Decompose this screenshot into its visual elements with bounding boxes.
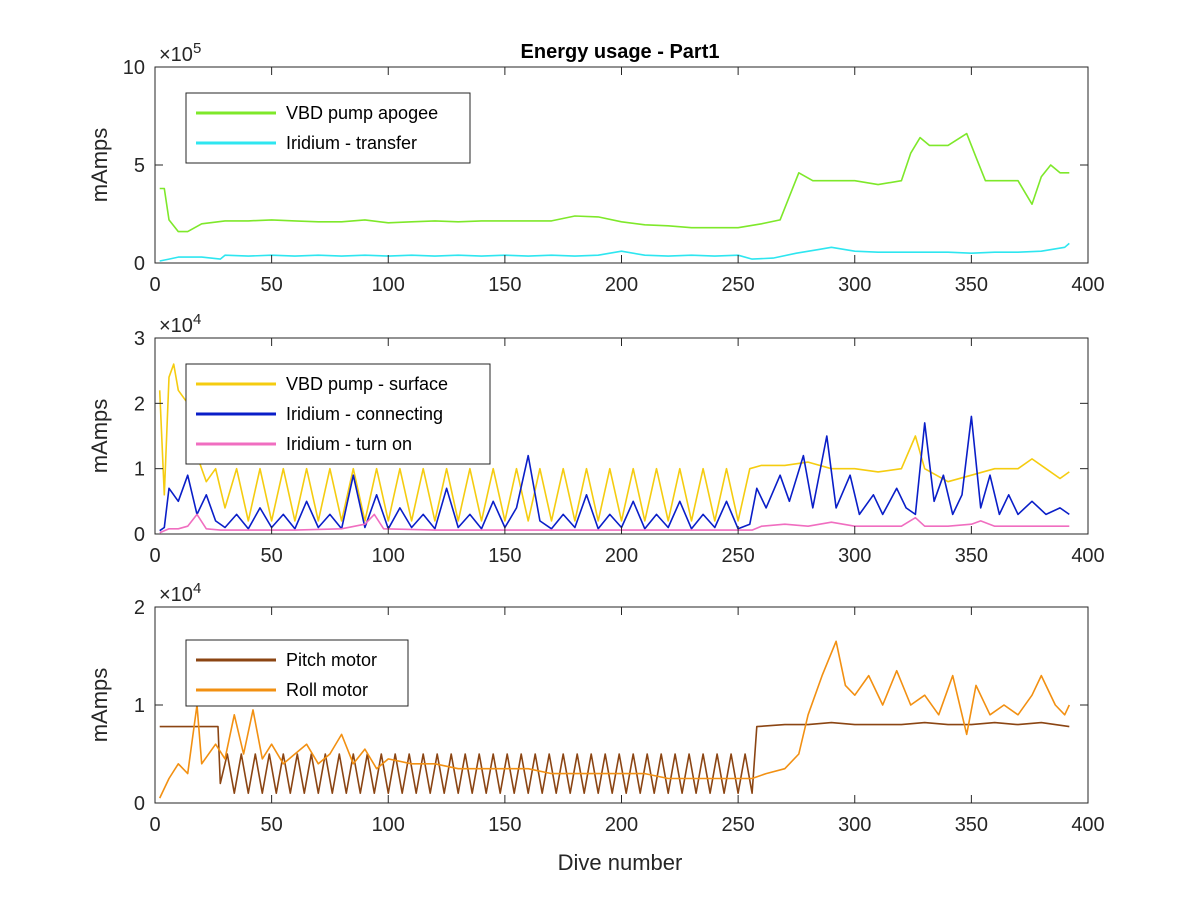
subplot-3: 0 50 100 150 200 250 300 350 400012×104mAmpsPitc… xyxy=(87,580,1105,836)
legend: Pitch motor Roll motor xyxy=(185,639,409,707)
y-tick-label: 3 xyxy=(134,328,145,350)
x-tick-label: 400 xyxy=(1071,545,1104,567)
series-line-1 xyxy=(159,132,1070,233)
x-tick-label: 250 xyxy=(721,814,754,836)
x-tick-label: 0 xyxy=(149,814,160,836)
y-axis-label: mAmps xyxy=(87,668,112,743)
x-tick-label: 350 xyxy=(955,814,988,836)
series-line-1 xyxy=(159,721,1070,794)
y-tick-label: 1 xyxy=(134,459,145,481)
y-tick-label: 0 xyxy=(134,253,145,275)
x-tick-label: 50 xyxy=(261,814,283,836)
x-tick-label: 350 xyxy=(955,274,988,296)
y-tick-label: 1 xyxy=(134,695,145,717)
x-tick-label: 300 xyxy=(838,274,871,296)
x-tick-label: 0 xyxy=(149,274,160,296)
series-line-2 xyxy=(159,415,1070,532)
y-exponent-power: 4 xyxy=(193,311,201,328)
x-tick-label: 250 xyxy=(721,274,754,296)
legend-entry-1: Pitch motor xyxy=(286,650,377,670)
x-tick-label: 250 xyxy=(721,545,754,567)
legend-entry-1: VBD pump apogee xyxy=(286,103,438,123)
legend: VBD pump apogee Iridium - transfer xyxy=(185,92,471,164)
x-tick-label: 200 xyxy=(605,545,638,567)
series-line-2 xyxy=(159,242,1070,262)
x-tick-label: 150 xyxy=(488,545,521,567)
y-tick-label: 0 xyxy=(134,793,145,815)
x-tick-label: 200 xyxy=(605,274,638,296)
x-tick-label: 400 xyxy=(1071,814,1104,836)
legend-entry-2: Roll motor xyxy=(286,680,368,700)
legend-entry-3: Iridium - turn on xyxy=(286,434,412,454)
subplot-2: 0 50 100 150 200 250 300 350 4000123×104mAmpsVBD… xyxy=(87,311,1105,567)
x-tick-label: 100 xyxy=(372,814,405,836)
legend: VBD pump - surface Iridium - connecting Ir… xyxy=(185,363,491,465)
x-tick-label: 400 xyxy=(1071,274,1104,296)
y-axis-label: mAmps xyxy=(87,128,112,203)
y-tick-label: 10 xyxy=(123,57,145,79)
y-exponent-power: 4 xyxy=(193,580,201,597)
series-line-3 xyxy=(159,513,1070,534)
legend-entry-2: Iridium - connecting xyxy=(286,404,443,424)
legend-box xyxy=(185,639,409,707)
x-tick-label: 0 xyxy=(149,545,160,567)
legend-box xyxy=(185,92,471,164)
y-axis-label: mAmps xyxy=(87,399,112,474)
subplot-1: 0 50 100 150 200 250 300 350 4000510×105mAmpsVBD… xyxy=(87,40,1105,296)
x-tick-label: 350 xyxy=(955,545,988,567)
y-tick-label: 5 xyxy=(134,155,145,177)
x-tick-label: 150 xyxy=(488,814,521,836)
x-tick-label: 300 xyxy=(838,545,871,567)
series-line-2 xyxy=(158,640,1071,799)
x-tick-label: 100 xyxy=(372,274,405,296)
y-exponent-power: 5 xyxy=(193,40,201,57)
y-tick-label: 0 xyxy=(134,524,145,546)
legend-entry-2: Iridium - transfer xyxy=(286,133,417,153)
chart-title: Energy usage - Part1 xyxy=(521,41,720,63)
y-tick-label: 2 xyxy=(134,597,145,619)
x-tick-label: 200 xyxy=(605,814,638,836)
y-tick-label: 2 xyxy=(134,393,145,415)
x-tick-label: 150 xyxy=(488,274,521,296)
x-axis-label: Dive number xyxy=(558,850,683,875)
legend-entry-1: VBD pump - surface xyxy=(286,374,448,394)
x-tick-label: 300 xyxy=(838,814,871,836)
x-tick-label: 50 xyxy=(261,545,283,567)
x-tick-label: 50 xyxy=(261,274,283,296)
series-line-1 xyxy=(158,363,1070,522)
x-tick-label: 100 xyxy=(372,545,405,567)
